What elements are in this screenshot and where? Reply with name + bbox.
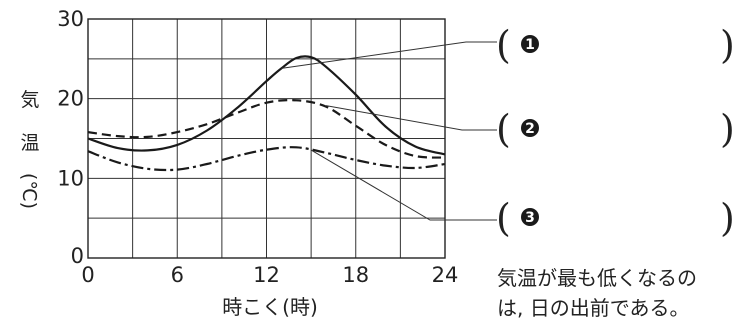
x-tick-label: 0 — [81, 263, 94, 287]
answer-marker-1: 1 — [525, 37, 535, 53]
note-text: 気温が最も低くなるの は, 日の出前である。 — [497, 263, 741, 323]
answer-open-paren: ( — [496, 196, 511, 240]
y-tick-label: 30 — [57, 7, 84, 31]
y-label-unit: (℃) — [18, 173, 40, 209]
x-tick-label: 24 — [432, 263, 459, 287]
answer-marker-2: 2 — [525, 121, 535, 137]
y-axis-label: 気温 (℃) — [18, 89, 40, 209]
answer-marker-circle — [521, 35, 539, 53]
y-label-char: 温 — [20, 132, 39, 154]
x-tick-label: 6 — [171, 263, 184, 287]
x-tick-label: 18 — [342, 263, 369, 287]
y-tick-label: 0 — [71, 244, 84, 268]
leader-line-3 — [310, 149, 497, 221]
answer-marker-circle — [521, 119, 539, 137]
note-line-2: は, 日の出前である。 — [497, 296, 690, 320]
answer-marker-3: 3 — [525, 210, 535, 226]
y-tick-label: 10 — [57, 166, 84, 190]
leader-lines — [281, 41, 497, 221]
answer-close-paren: ) — [720, 23, 735, 67]
series-line-2 — [87, 98, 446, 159]
x-axis-title: 時こく(時) — [222, 295, 318, 319]
leader-line-2 — [325, 105, 497, 131]
answer-open-paren: ( — [496, 23, 511, 67]
chart-grid — [87, 18, 446, 259]
leader-line-1 — [281, 41, 497, 69]
note-line-1: 気温が最も低くなるの — [497, 266, 697, 290]
answer-marker-circle — [521, 208, 539, 226]
series-line-3 — [87, 146, 446, 172]
answer-open-paren: ( — [496, 107, 511, 151]
x-tick-label: 12 — [253, 263, 280, 287]
answer-boxes: (1) (2) (3) — [496, 23, 735, 240]
y-tick-label: 20 — [57, 87, 84, 111]
answer-close-paren: ) — [720, 196, 735, 240]
tick-labels: 0 6 12 18 24 0 10 20 30 — [57, 7, 458, 287]
y-label-char: 気 — [20, 89, 39, 111]
answer-close-paren: ) — [720, 107, 735, 151]
